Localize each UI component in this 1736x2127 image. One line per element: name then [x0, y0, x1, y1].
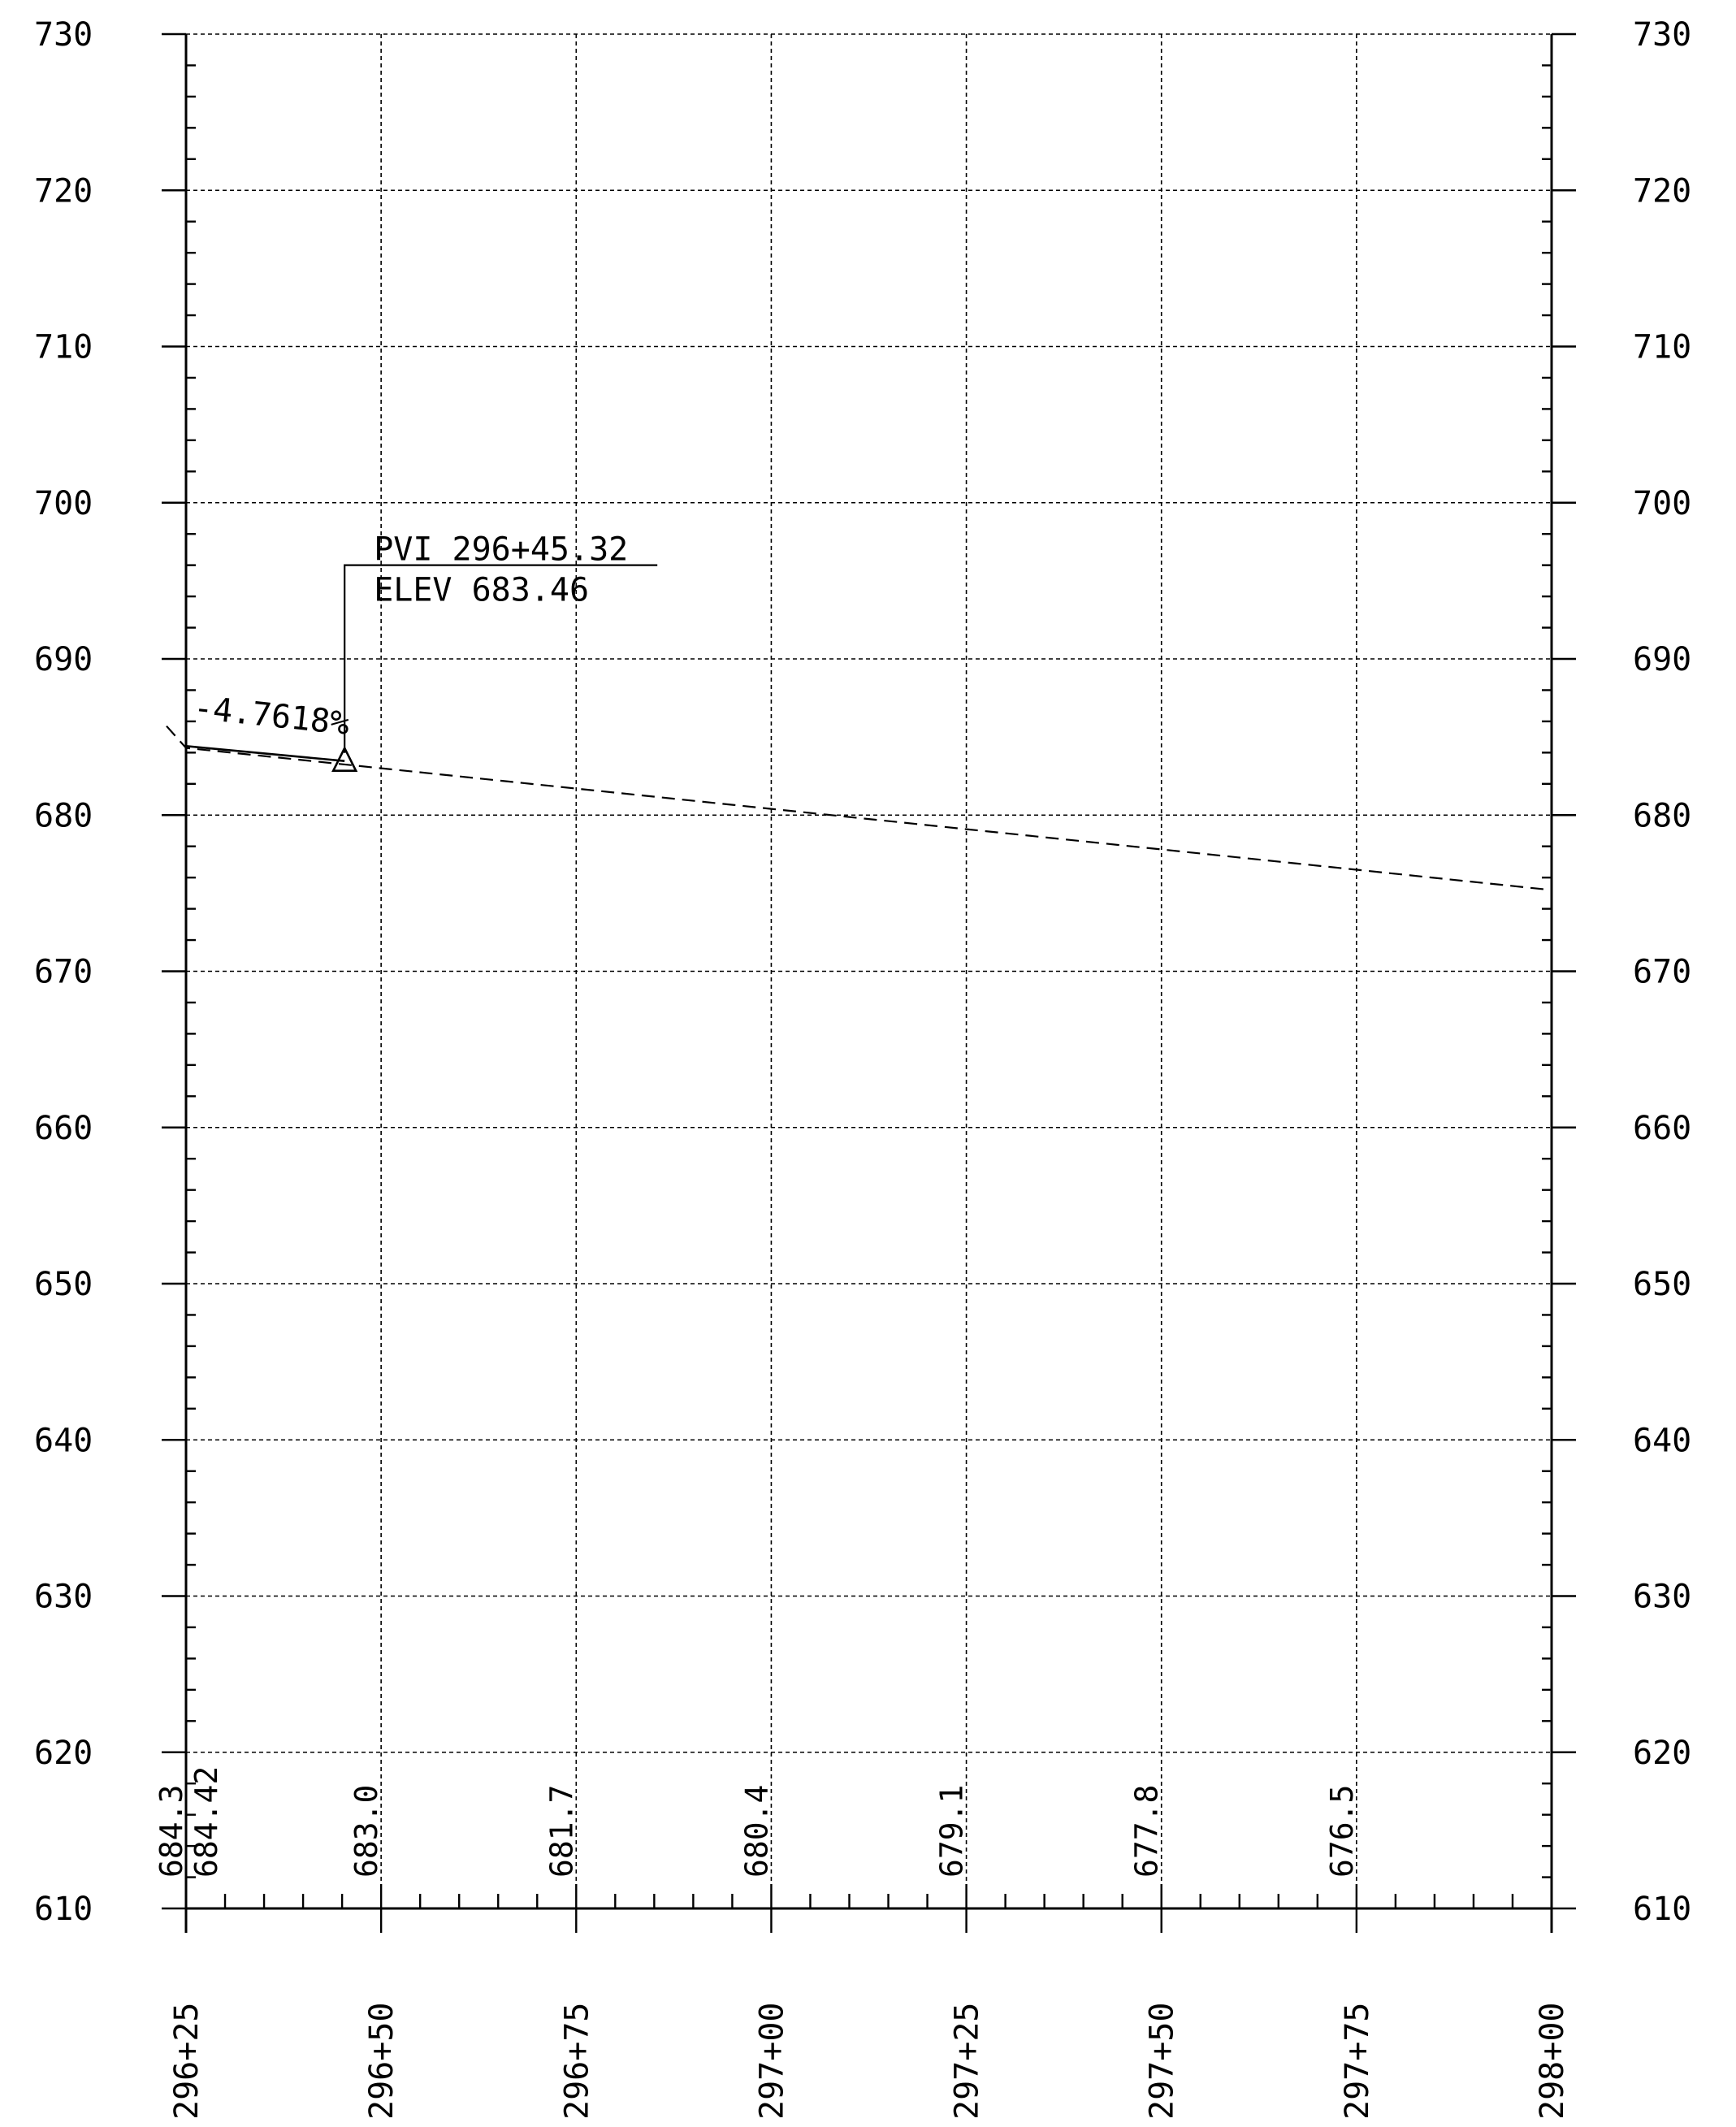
x-tick-label: 298+00 [1534, 2003, 1571, 2121]
y-tick-label-left: 710 [34, 329, 93, 366]
ground-elevation-labels: 684.3 684.42 683.0 681.7 680.4 679.1 677.8 676.… [154, 1766, 1360, 1878]
y-tick-label-left: 660 [34, 1110, 93, 1147]
tangent-grade-line [186, 746, 344, 760]
ground-elevation-label: 684.42 [188, 1766, 224, 1878]
y-tick-label-right: 660 [1633, 1110, 1691, 1147]
y-tick-label-left: 630 [34, 1579, 93, 1616]
ground-elevation-label: 683.0 [348, 1785, 384, 1878]
y-tick-label-left: 680 [34, 797, 93, 834]
ground-elevation-label: 677.8 [1129, 1785, 1165, 1878]
x-axis-station-labels: 296+25 296+50 296+75 297+00 297+25 297+50 297+… [168, 2003, 1571, 2121]
y-tick-label-right: 690 [1633, 641, 1691, 678]
y-tick-label-right: 700 [1633, 485, 1691, 522]
y-tick-label-left: 690 [34, 641, 93, 678]
x-tick-label: 296+75 [558, 2003, 595, 2121]
chart-frame [186, 34, 1552, 1933]
x-tick-label: 297+00 [753, 2003, 790, 2121]
y-tick-label-right: 630 [1633, 1579, 1691, 1616]
ground-elevation-label: 681.7 [543, 1785, 579, 1878]
x-tick-label: 297+25 [949, 2003, 986, 2121]
y-tick-label-left: 670 [34, 954, 93, 991]
proposed-grade-line [167, 726, 1552, 890]
grid [186, 34, 1552, 1908]
y-tick-label-right: 620 [1633, 1735, 1691, 1772]
ground-elevation-label: 679.1 [934, 1785, 970, 1878]
y-tick-label-left: 640 [34, 1422, 93, 1459]
profile-series [167, 726, 1552, 890]
y-tick-label-right: 650 [1633, 1266, 1691, 1303]
ground-elevation-label: 680.4 [738, 1785, 774, 1878]
y-tick-label-left: 610 [34, 1891, 93, 1928]
pvi-elevation-label: ELEV 683.46 [374, 572, 589, 609]
y-tick-label-right: 730 [1633, 16, 1691, 54]
y-tick-label-left: 650 [34, 1266, 93, 1303]
y-tick-label-right: 710 [1633, 329, 1691, 366]
axis-ticks [162, 34, 1576, 1933]
y-tick-label-right: 610 [1633, 1891, 1691, 1928]
y-axis-right-labels: 730 720 710 700 690 680 670 660 650 640 630 620 610 [1633, 16, 1691, 1928]
grade-label: -4.7618% [192, 689, 351, 743]
y-axis-left-labels: 730 720 710 700 690 680 670 660 650 640 630 620 610 [34, 16, 93, 1928]
x-tick-label: 297+75 [1339, 2003, 1376, 2121]
pvi-station-label: PVI 296+45.32 [374, 531, 628, 569]
y-tick-label-right: 680 [1633, 797, 1691, 834]
y-tick-label-right: 670 [1633, 954, 1691, 991]
x-tick-label: 297+50 [1144, 2003, 1181, 2121]
x-tick-label: 296+50 [363, 2003, 400, 2121]
y-tick-label-left: 620 [34, 1735, 93, 1772]
y-tick-label-right: 640 [1633, 1422, 1691, 1459]
pvi-annotation: PVI 296+45.32 ELEV 683.46 -4.7618% [192, 531, 657, 771]
ground-elevation-label: 676.5 [1324, 1785, 1360, 1878]
y-tick-label-left: 700 [34, 485, 93, 522]
x-tick-label: 296+25 [168, 2003, 206, 2121]
y-tick-label-left: 720 [34, 172, 93, 210]
ground-elevation-label: 684.3 [154, 1785, 189, 1878]
y-tick-label-right: 720 [1633, 172, 1691, 210]
y-tick-label-left: 730 [34, 16, 93, 54]
